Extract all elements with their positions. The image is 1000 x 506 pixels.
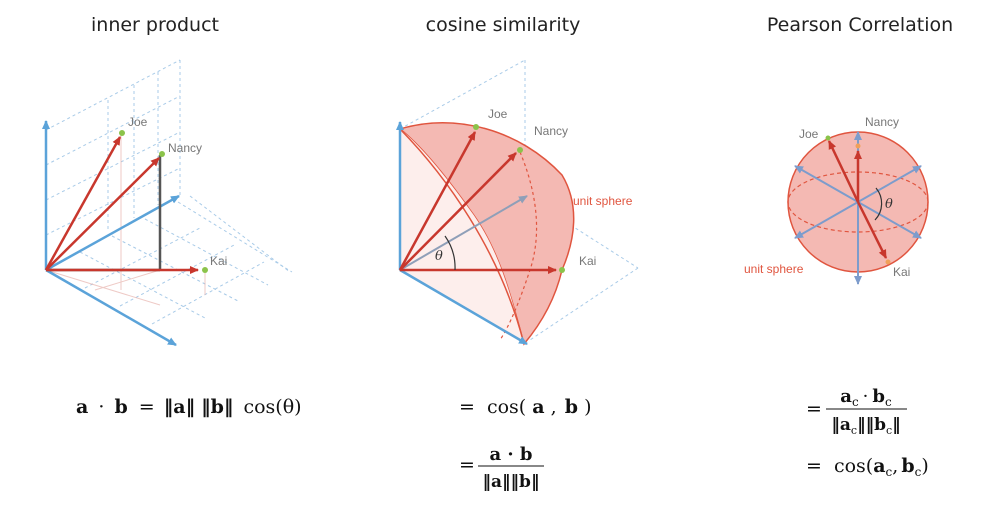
cosine-sphere-front-slice	[400, 129, 524, 344]
pearson-joe-label: Joe	[799, 127, 819, 141]
pearson-axis-ur	[857, 165, 922, 203]
svg-text:a · b: a · b = ‖a‖ ‖b‖ cos(θ)	[76, 396, 302, 418]
cosine-sphere-meridian	[399, 128, 525, 345]
cosine-joe-label: Joe	[488, 107, 508, 121]
cosine-formula-2-denominator: ‖a‖‖b‖	[483, 472, 540, 492]
cosine-formula-2-numerator: a · b	[489, 444, 532, 465]
nancy-vector	[45, 157, 160, 271]
cosine-nancy-vector	[399, 152, 517, 271]
pearson-axis-ul	[794, 165, 859, 203]
pearson-nancy-label: Nancy	[865, 115, 899, 129]
pearson-formula-1: = ac · bc ‖ac‖‖bc‖	[806, 386, 907, 437]
inner-product-grid	[45, 59, 293, 325]
cosine-similarity-panel: cosine similarity θ Joe Nancy	[396, 14, 639, 492]
joe-vector	[44, 136, 122, 271]
cosine-similarity-title: cosine similarity	[426, 14, 581, 36]
inner-product-panel: inner product	[42, 14, 302, 418]
cosine-sphere-dashed	[499, 151, 538, 341]
pearson-theta-label: θ	[885, 197, 893, 212]
inner-product-title: inner product	[91, 14, 219, 36]
pearson-sphere-equator	[787, 171, 929, 233]
joe-label: Joe	[128, 115, 148, 129]
kai-label: Kai	[210, 254, 227, 268]
cosine-kai-point	[559, 267, 565, 273]
svg-text:=: =	[806, 398, 822, 420]
pearson-kai-vector	[856, 201, 888, 259]
inner-product-formula: a · b = ‖a‖ ‖b‖ cos(θ)	[76, 396, 302, 418]
inner-axis-front	[45, 268, 177, 347]
cosine-axis-front	[399, 268, 528, 346]
pearson-joe-vector	[827, 140, 860, 203]
pearson-unit-sphere-label: unit sphere	[744, 262, 804, 276]
cosine-axis-back	[399, 195, 528, 271]
pearson-nancy-point	[855, 143, 861, 149]
pearson-theta-arc	[874, 187, 883, 221]
cosine-theta-arc	[444, 235, 456, 271]
svg-text:=: =	[459, 454, 475, 476]
pearson-formula-1-denominator: ‖ac‖‖bc‖	[831, 415, 900, 437]
cosine-formula-2: = a · b ‖a‖‖b‖	[459, 444, 544, 492]
inner-product-projections	[45, 133, 206, 306]
cosine-unit-sphere-label: unit sphere	[573, 194, 633, 208]
cosine-joe-vector	[398, 131, 477, 271]
pearson-formula-1-numerator: ac · bc	[840, 386, 892, 409]
pearson-kai-point	[885, 259, 891, 265]
cosine-nancy-point	[517, 147, 523, 153]
pearson-kai-label: Kai	[893, 265, 910, 279]
pearson-joe-point	[825, 135, 831, 141]
joe-point	[119, 130, 125, 136]
cosine-kai-label: Kai	[579, 254, 596, 268]
pearson-formula-2: = cos(ac, bc)	[806, 455, 929, 479]
pearson-panel: Pearson Correlation θ Joe Nancy Kai unit…	[744, 14, 953, 479]
cosine-joe-point	[473, 124, 479, 130]
nancy-label: Nancy	[168, 141, 202, 155]
pearson-axis-lr	[857, 201, 922, 239]
cosine-theta-label: θ	[435, 249, 443, 264]
cosine-nancy-label: Nancy	[534, 124, 568, 138]
nancy-point	[159, 151, 165, 157]
cosine-formula-1: = cos( a , b )	[459, 396, 591, 418]
pearson-title: Pearson Correlation	[767, 14, 953, 36]
inner-axis-back	[45, 194, 180, 272]
pearson-axis-ll	[794, 201, 859, 239]
kai-point	[202, 267, 208, 273]
